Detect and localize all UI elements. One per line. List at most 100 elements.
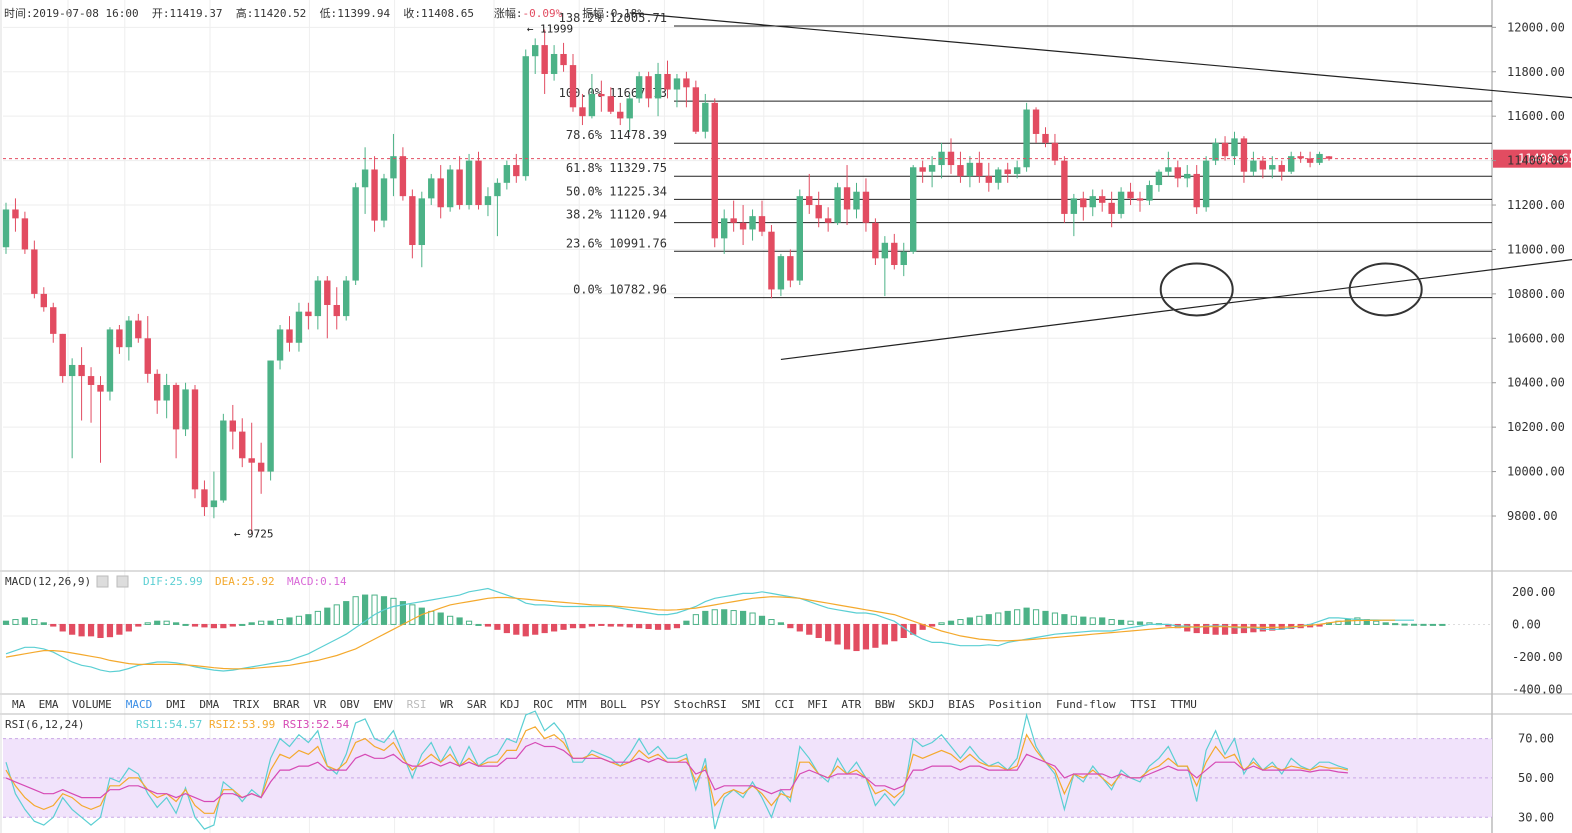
high-label: 高: bbox=[235, 7, 254, 20]
macd-hist-bar bbox=[645, 623, 652, 630]
candle-body bbox=[1004, 169, 1011, 174]
macd-dif-label: DIF:25.99 bbox=[143, 575, 203, 588]
indicator-tab-ema[interactable]: EMA bbox=[39, 698, 59, 711]
indicator-tab-dma[interactable]: DMA bbox=[199, 698, 219, 711]
macd-hist-bar bbox=[220, 623, 227, 629]
indicator-tab-cci[interactable]: CCI bbox=[775, 698, 795, 711]
candle-body bbox=[305, 311, 312, 317]
indicator-tab-macd[interactable]: MACD bbox=[126, 698, 153, 711]
amplitude-label: 振幅: bbox=[582, 7, 611, 20]
macd-hist-bar bbox=[1136, 621, 1144, 625]
macd-hist-bar bbox=[503, 623, 510, 634]
macd-dea-label: DEA:25.92 bbox=[215, 575, 275, 588]
macd-hist-bar bbox=[21, 617, 28, 625]
candle-body bbox=[1108, 202, 1115, 214]
fib-level-label: 50.0% 11225.34 bbox=[566, 184, 667, 198]
indicator-tab-fund-flow[interactable]: Fund-flow bbox=[1056, 698, 1116, 711]
indicator-tab-wr[interactable]: WR bbox=[440, 698, 454, 711]
candle-body bbox=[853, 191, 860, 210]
macd-axis-label: -200.00 bbox=[1512, 650, 1563, 664]
macd-hist-bar bbox=[891, 623, 898, 642]
indicator-tab-mtm[interactable]: MTM bbox=[567, 698, 587, 711]
indicator-tab-rsi[interactable]: RSI bbox=[407, 698, 427, 711]
price-axis-label: 10400.00 bbox=[1507, 376, 1565, 390]
candle-body bbox=[106, 329, 114, 392]
candle-body bbox=[1099, 196, 1106, 203]
candle-body bbox=[465, 160, 473, 206]
macd-hist-bar bbox=[390, 597, 397, 625]
macd-hist-bar bbox=[673, 623, 681, 629]
candle-body bbox=[172, 384, 180, 430]
candle-body bbox=[494, 182, 501, 197]
candle-body bbox=[40, 293, 47, 308]
macd-hist-bar bbox=[144, 622, 151, 625]
indicator-tabs: MA EMA VOLUME MACD DMI DMA TRIX BRAR VR OBV EMV RSI… bbox=[12, 698, 1197, 711]
rsi2-label: RSI2:53.99 bbox=[209, 718, 275, 731]
indicator-tab-roc[interactable]: ROC bbox=[533, 698, 553, 711]
indicator-tab-skdj[interactable]: SKDJ bbox=[908, 698, 935, 711]
candle-body bbox=[220, 420, 227, 501]
indicator-tab-psy[interactable]: PSY bbox=[640, 698, 660, 711]
macd-hist-bar bbox=[1221, 623, 1229, 635]
indicator-tab-bias[interactable]: BIAS bbox=[948, 698, 975, 711]
indicator-tab-position[interactable]: Position bbox=[989, 698, 1042, 711]
macd-hist-bar bbox=[900, 623, 907, 638]
candle-body bbox=[607, 96, 614, 112]
candle-body bbox=[267, 360, 274, 472]
price-axis-label: 12000.00 bbox=[1507, 20, 1565, 34]
time-label: 时间: bbox=[4, 7, 33, 20]
macd-hist-bar bbox=[484, 623, 492, 627]
candle-body bbox=[796, 196, 803, 281]
candle-body bbox=[768, 231, 775, 290]
indicator-tab-volume[interactable]: VOLUME bbox=[72, 698, 112, 711]
macd-hist-bar bbox=[872, 623, 879, 648]
indicator-tab-brar[interactable]: BRAR bbox=[273, 698, 300, 711]
candle-body bbox=[711, 102, 718, 239]
candle-body bbox=[399, 156, 407, 197]
indicator-tab-ma[interactable]: MA bbox=[12, 698, 26, 711]
macd-hist-bar bbox=[173, 622, 180, 625]
macd-hist-bar bbox=[862, 623, 870, 650]
indicator-tab-mfi[interactable]: MFI bbox=[808, 698, 828, 711]
indicator-tab-bbw[interactable]: BBW bbox=[875, 698, 895, 711]
macd-panel: MACD(12,26,9) DIF:25.99 DEA:25.92 MACD:0.14… bbox=[2, 575, 1563, 697]
indicator-tab-ttsi[interactable]: TTSI bbox=[1130, 698, 1157, 711]
indicator-tab-kdj[interactable]: KDJ bbox=[500, 698, 520, 711]
candle-body bbox=[1288, 156, 1295, 172]
price-axis-label: 10800.00 bbox=[1507, 287, 1565, 301]
candle-body bbox=[1193, 173, 1200, 208]
macd-hist-bar bbox=[362, 594, 369, 625]
indicator-tab-stochrsi[interactable]: StochRSI bbox=[674, 698, 727, 711]
candle-body bbox=[409, 196, 416, 246]
macd-hist-bar bbox=[976, 615, 983, 625]
macd-hist-bar bbox=[125, 623, 132, 632]
macd-hist-bar bbox=[853, 623, 860, 652]
indicator-tab-dmi[interactable]: DMI bbox=[166, 698, 186, 711]
indicator-tab-trix[interactable]: TRIX bbox=[233, 698, 260, 711]
macd-hist-bar bbox=[1118, 619, 1125, 625]
macd-hist-bar bbox=[97, 623, 104, 638]
macd-hist-bar bbox=[286, 617, 293, 625]
indicator-tab-sar[interactable]: SAR bbox=[467, 698, 487, 711]
indicator-tab-smi[interactable]: SMI bbox=[741, 698, 761, 711]
candle-body bbox=[730, 218, 737, 223]
macd-hist-bar bbox=[796, 623, 803, 632]
indicator-tab-emv[interactable]: EMV bbox=[373, 698, 393, 711]
indicator-tab-boll[interactable]: BOLL bbox=[600, 698, 627, 711]
candle-body bbox=[1212, 142, 1219, 161]
macd-hist-bar bbox=[740, 610, 747, 625]
macd-hist-bar bbox=[343, 601, 350, 625]
macd-hist-bar bbox=[154, 620, 161, 625]
indicator-tab-atr[interactable]: ATR bbox=[841, 698, 861, 711]
macd-hist-bar bbox=[551, 623, 558, 632]
macd-hist-bar bbox=[1023, 607, 1030, 625]
macd-hist-bar bbox=[447, 615, 454, 625]
macd-hist-bar bbox=[135, 623, 142, 627]
indicator-tab-obv[interactable]: OBV bbox=[340, 698, 360, 711]
candle-body bbox=[532, 45, 539, 57]
candle-body bbox=[428, 178, 435, 199]
fib-level-label: 23.6% 10991.76 bbox=[566, 236, 667, 250]
indicator-tab-ttmu[interactable]: TTMU bbox=[1170, 698, 1197, 711]
indicator-tab-vr[interactable]: VR bbox=[313, 698, 327, 711]
